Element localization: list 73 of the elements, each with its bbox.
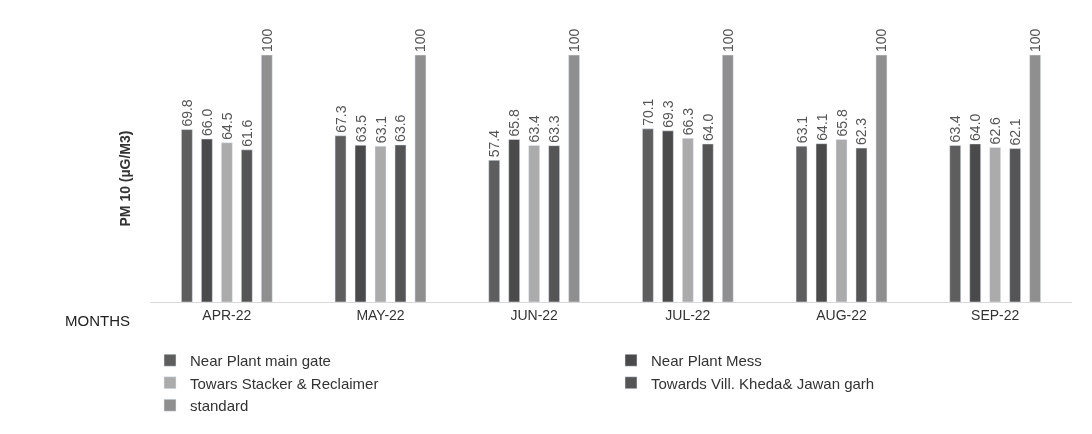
x-tick-label: AUG-22 <box>816 306 867 323</box>
bar <box>989 147 1001 302</box>
bar <box>875 55 888 302</box>
legend-label: standard <box>190 397 249 415</box>
x-tick-label: MAY-22 <box>356 306 405 323</box>
data-label: 62.3 <box>853 117 870 146</box>
bar <box>221 142 233 302</box>
data-label: 63.6 <box>392 114 409 142</box>
data-label: 64.5 <box>218 112 235 140</box>
bar <box>682 137 694 302</box>
data-label: 63.5 <box>352 114 369 143</box>
bar <box>374 145 387 302</box>
data-label: 100 <box>258 28 275 52</box>
bar <box>261 55 273 302</box>
bar <box>241 149 253 302</box>
data-label: 63.1 <box>372 115 389 144</box>
data-label: 70.1 <box>639 98 656 126</box>
bar <box>795 145 808 302</box>
data-label: 64.1 <box>813 113 830 141</box>
bar <box>1009 148 1021 302</box>
legend-label: Towars Stacker & Reclaimer <box>190 374 379 392</box>
data-label: 64.0 <box>699 113 716 141</box>
bar <box>815 143 828 302</box>
legend-label: Towards Vill. Kheda& Jawan garh <box>651 374 875 392</box>
bar <box>969 143 981 302</box>
data-label: 66.0 <box>198 108 215 136</box>
data-label: 57.4 <box>486 129 503 158</box>
bar <box>568 55 580 302</box>
data-label: 100 <box>412 28 429 52</box>
x-tick-label: JUN-22 <box>510 306 559 323</box>
data-label: 62.6 <box>987 116 1004 145</box>
data-label: 100 <box>1027 28 1044 52</box>
data-label: 66.3 <box>679 107 696 136</box>
data-label: 63.4 <box>947 114 964 143</box>
y-axis-title: PM 10 (µG/M3) <box>116 130 133 227</box>
data-label: 100 <box>719 28 736 52</box>
bar <box>1029 55 1041 302</box>
data-label: 61.6 <box>238 119 255 147</box>
data-label: 65.8 <box>833 109 850 137</box>
bar <box>722 55 734 302</box>
bar <box>354 144 367 302</box>
bar <box>548 145 560 302</box>
data-label: 64.0 <box>967 113 984 141</box>
bar <box>508 139 520 302</box>
x-tick-label: JUL-22 <box>665 306 711 323</box>
bar <box>949 145 961 302</box>
bar <box>702 143 714 302</box>
legend-label: Near Plant main gate <box>190 352 331 370</box>
data-label: 100 <box>873 28 890 52</box>
data-label: 63.3 <box>546 115 563 143</box>
data-label: 69.3 <box>659 100 676 128</box>
x-axis-title: MONTHS <box>65 312 130 329</box>
bar <box>414 55 427 302</box>
data-label: 63.1 <box>793 115 810 144</box>
x-tick-label: SEP-22 <box>971 306 1020 323</box>
bar <box>835 139 848 302</box>
bar <box>181 129 193 302</box>
bar <box>662 130 674 302</box>
data-label: 67.3 <box>332 105 349 133</box>
bar <box>488 159 500 302</box>
data-label: 62.1 <box>1007 118 1024 146</box>
data-label: 100 <box>566 28 583 52</box>
data-label: 65.8 <box>506 109 523 137</box>
x-tick-label: APR-22 <box>202 306 252 323</box>
bar <box>394 144 407 302</box>
data-label: 69.8 <box>178 99 195 127</box>
bar <box>334 135 347 302</box>
bar <box>528 145 540 302</box>
bar <box>642 128 654 302</box>
legend-label: Near Plant Mess <box>651 352 762 370</box>
bar <box>855 147 868 302</box>
data-label: 63.4 <box>526 114 543 143</box>
bar <box>201 138 213 302</box>
